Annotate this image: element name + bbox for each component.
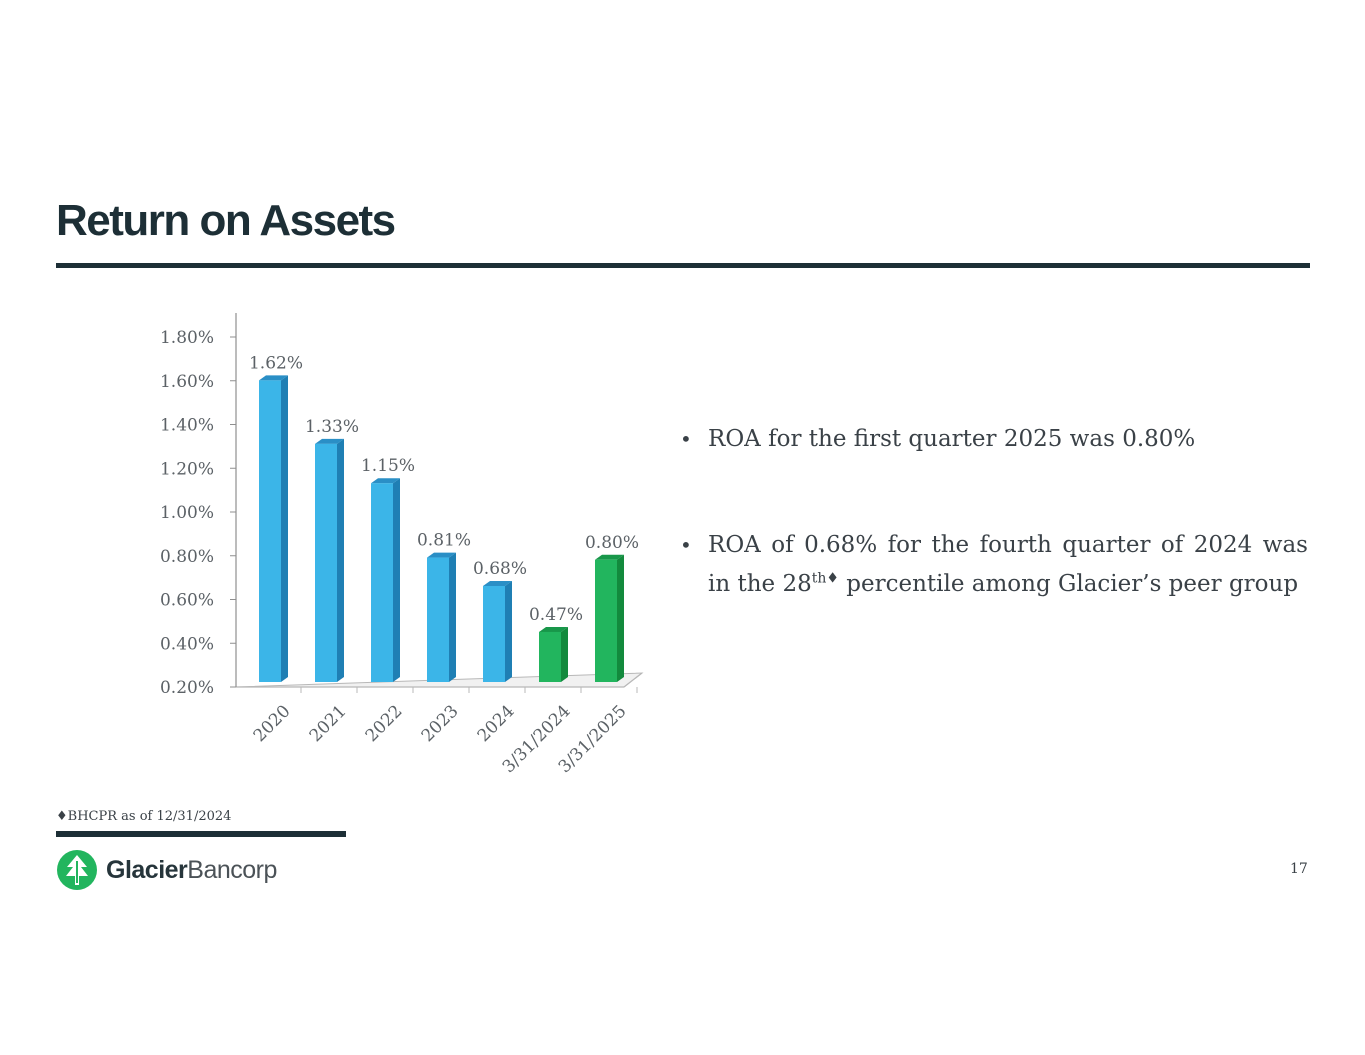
glacier-tree-icon — [57, 850, 97, 890]
logo-name-bold: Glacier — [106, 855, 188, 884]
bar-3-31-2025 — [595, 554, 624, 682]
y-tick-label: 1.80% — [160, 328, 214, 348]
x-category-label: 2021 — [306, 701, 351, 746]
bar-front-face — [371, 483, 393, 682]
bar-2022 — [371, 478, 400, 682]
bar-side-face — [449, 552, 456, 682]
bar-data-label: 1.15% — [361, 456, 415, 476]
bullet-item-q1-roa: • ROA for the first quarter 2025 was 0.8… — [680, 420, 1308, 459]
bar-data-label: 1.33% — [305, 417, 359, 437]
bar-top-face — [371, 478, 400, 484]
bullet-text: ROA of 0.68% for the fourth quarter of 2… — [708, 532, 1308, 597]
bullet-icon: • — [680, 427, 692, 451]
y-tick-label: 0.40% — [160, 634, 214, 654]
roa-bar-chart: 0.20% 0.40% 0.60% 0.80% 1.00% 1.20% 1.40% 1.60%… — [160, 313, 644, 777]
bar-side-face — [617, 554, 624, 682]
bar-data-label: 1.62% — [249, 353, 303, 373]
company-logo: GlacierBancorp — [56, 849, 277, 891]
bar-data-label: 0.47% — [529, 605, 583, 625]
page-title: Return on Assets — [56, 196, 396, 245]
page-number: 17 — [1290, 861, 1308, 877]
y-tick-label: 0.20% — [160, 678, 214, 698]
bar-front-face — [483, 586, 505, 682]
bar-2020 — [259, 375, 288, 682]
logo-wordmark: GlacierBancorp — [106, 856, 277, 885]
logo-name-light: Bancorp — [187, 855, 277, 884]
bar-data-label: 0.80% — [585, 533, 639, 553]
bar-2023 — [427, 552, 456, 682]
bullet-text-cont: percentile among Glacier’s peer group — [838, 571, 1299, 597]
y-tick-label: 0.60% — [160, 591, 214, 611]
bar-top-face — [427, 552, 456, 558]
bar-data-label: 0.68% — [473, 559, 527, 579]
bullet-item-peer-percentile: • ROA of 0.68% for the fourth quarter of… — [680, 526, 1308, 604]
bar-side-face — [337, 438, 344, 682]
bar-top-face — [595, 554, 624, 560]
y-tick-label: 1.60% — [160, 372, 214, 392]
bar-top-face — [315, 438, 344, 444]
x-category-label: 2020 — [250, 701, 295, 746]
bar-front-face — [427, 557, 449, 682]
bar-side-face — [281, 375, 288, 682]
bullet-icon: • — [680, 533, 692, 557]
bar-3-31-2024 — [539, 626, 568, 682]
bullet-superscript: th♦ — [811, 570, 839, 587]
bar-2021 — [315, 438, 344, 682]
bar-front-face — [539, 631, 561, 682]
bar-side-face — [505, 581, 512, 682]
y-tick-label: 0.80% — [160, 547, 214, 567]
bar-top-face — [539, 626, 568, 632]
bar-2024 — [483, 581, 512, 682]
footnote: ♦BHCPR as of 12/31/2024 — [56, 809, 232, 824]
bullet-text: ROA for the first quarter 2025 was 0.80% — [708, 426, 1196, 452]
bar-data-label: 0.81% — [417, 531, 471, 551]
y-tick-label: 1.40% — [160, 416, 214, 436]
y-tick-label: 1.20% — [160, 459, 214, 479]
bar-top-face — [259, 375, 288, 381]
bar-front-face — [315, 443, 337, 682]
x-category-label: 2023 — [418, 701, 463, 746]
x-axis-depth-line — [623, 672, 643, 688]
bar-front-face — [595, 559, 617, 682]
bar-front-face — [259, 380, 281, 682]
y-tick-label: 1.00% — [160, 503, 214, 523]
title-divider — [56, 263, 1310, 268]
bar-side-face — [393, 478, 400, 682]
x-category-label: 2022 — [362, 701, 407, 746]
x-category-label: 2024 — [474, 701, 519, 746]
bar-side-face — [561, 626, 568, 682]
footer-divider — [56, 831, 346, 837]
bullet-list: • ROA for the first quarter 2025 was 0.8… — [680, 420, 1308, 604]
bar-top-face — [483, 581, 512, 586]
